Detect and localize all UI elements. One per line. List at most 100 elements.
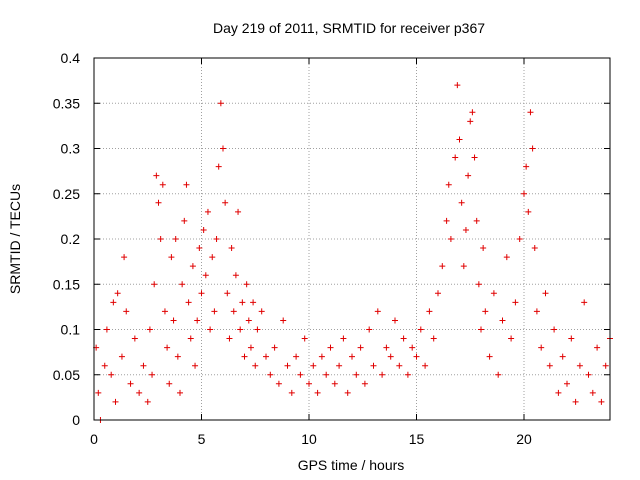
data-point <box>523 163 530 170</box>
data-point <box>318 353 325 360</box>
data-point <box>531 245 538 252</box>
data-point <box>527 109 534 116</box>
data-point <box>181 217 188 224</box>
data-point <box>110 299 117 306</box>
data-point <box>458 199 465 206</box>
data-point <box>177 389 183 396</box>
data-point <box>170 317 177 324</box>
y-axis-label: SRMTID / TECUs <box>7 184 23 294</box>
data-point <box>594 344 601 351</box>
data-point <box>136 389 143 396</box>
data-point <box>123 308 130 315</box>
x-tick-label: 0 <box>90 431 98 447</box>
data-point <box>379 371 386 378</box>
data-point <box>284 362 291 369</box>
data-point <box>204 208 211 215</box>
data-point <box>185 299 192 306</box>
data-point <box>243 281 250 288</box>
data-point <box>189 263 196 270</box>
data-point <box>422 362 429 369</box>
data-point <box>215 163 222 170</box>
data-point <box>288 389 295 396</box>
data-point <box>168 254 175 261</box>
data-point <box>435 290 441 297</box>
data-point <box>230 308 237 315</box>
data-point <box>196 245 203 252</box>
y-tick-label: 0.1 <box>61 322 81 338</box>
data-point <box>187 335 194 342</box>
data-point <box>460 263 467 270</box>
data-point <box>499 317 506 324</box>
x-tick-label: 15 <box>409 431 425 447</box>
data-point <box>271 344 278 351</box>
x-tick-label: 10 <box>301 431 317 447</box>
data-point <box>280 317 287 324</box>
x-tick-labels: 0 5 10 15 20 <box>90 431 532 447</box>
data-point <box>114 290 121 297</box>
data-point <box>157 236 164 242</box>
data-point <box>179 281 186 288</box>
data-point <box>213 236 220 242</box>
data-point <box>478 326 484 333</box>
data-point <box>486 353 493 360</box>
data-point <box>512 299 519 306</box>
x-axis-label: GPS time / hours <box>298 457 405 473</box>
data-point <box>250 299 257 306</box>
data-point <box>149 371 156 378</box>
data-point <box>357 344 364 351</box>
data-point <box>297 371 304 378</box>
data-point <box>581 299 588 306</box>
y-tick-label: 0.4 <box>61 50 81 66</box>
data-point <box>323 371 330 378</box>
data-point <box>131 335 138 342</box>
data-point <box>155 199 162 206</box>
data-point <box>482 308 489 315</box>
y-tick-label: 0.2 <box>61 231 81 247</box>
data-point <box>258 308 265 315</box>
data-point <box>207 326 214 333</box>
data-point <box>521 190 527 197</box>
data-point <box>576 362 583 369</box>
data-point <box>456 136 463 143</box>
data-point <box>127 380 134 387</box>
data-point <box>542 290 549 297</box>
data-point <box>533 308 540 315</box>
data-point <box>602 362 609 369</box>
data-point <box>374 308 381 315</box>
data-point <box>598 398 605 405</box>
data-point <box>546 362 553 369</box>
data-point <box>192 362 199 369</box>
data-point <box>508 335 515 342</box>
data-point <box>469 109 476 116</box>
data-point <box>245 317 252 324</box>
data-point <box>568 335 575 342</box>
data-point <box>503 254 510 261</box>
x-tick-label: 5 <box>198 431 206 447</box>
data-point <box>121 254 128 261</box>
data-point <box>237 326 244 333</box>
data-point <box>293 353 300 360</box>
data-point <box>103 326 110 333</box>
data-point <box>366 326 373 333</box>
data-point <box>336 362 343 369</box>
data-point <box>572 398 579 405</box>
data-point <box>454 82 461 89</box>
data-point <box>538 344 545 351</box>
data-point <box>220 145 226 152</box>
data-point <box>564 380 570 387</box>
data-point <box>447 236 454 242</box>
data-point <box>471 154 478 161</box>
data-point <box>267 371 274 378</box>
data-point <box>144 398 151 405</box>
data-point <box>443 217 450 224</box>
data-point <box>340 335 347 342</box>
data-point <box>452 154 459 161</box>
data-point <box>490 290 497 297</box>
y-tick-label: 0.35 <box>53 95 80 111</box>
data-point <box>112 398 119 405</box>
data-point <box>153 172 160 179</box>
data-point <box>198 290 205 297</box>
data-point <box>465 172 472 179</box>
data-point <box>211 308 218 315</box>
